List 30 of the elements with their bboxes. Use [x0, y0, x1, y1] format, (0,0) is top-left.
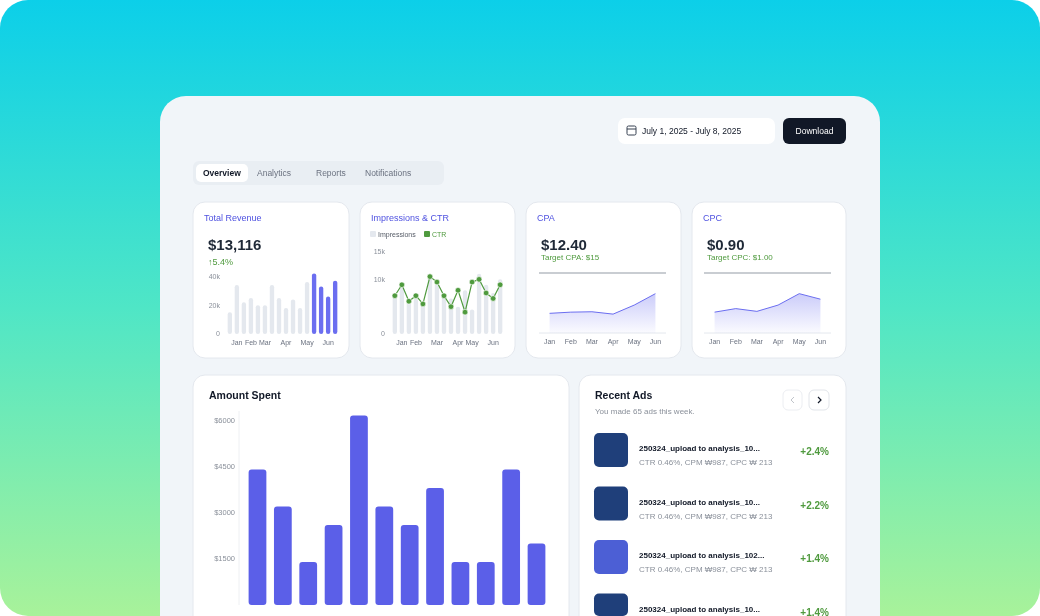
- text: Download: [795, 126, 834, 136]
- text: Reports: [316, 168, 346, 178]
- chart-subtitle: $0.90: [707, 236, 745, 253]
- chart-title: Total Revenue: [204, 213, 262, 223]
- text: Recent Ads: [595, 389, 653, 401]
- chart-title: Amount Spent: [209, 389, 282, 401]
- text: Analytics: [257, 168, 292, 178]
- text: CTR 0.46%, CPM ₩987, CPC ₩ 213: [639, 565, 773, 574]
- text: Target CPA: $15: [541, 253, 600, 262]
- text: +1.4%: [800, 606, 830, 616]
- text: 250324_upload to analysis_10...: [639, 444, 760, 453]
- text: +2.2%: [800, 499, 830, 511]
- text: ↑5.4%: [208, 257, 234, 267]
- text: Overview: [203, 168, 242, 178]
- chart-title: Impressions & CTR: [371, 213, 450, 223]
- text: July 1, 2025 - July 8, 2025: [642, 126, 742, 136]
- text: CTR 0.46%, CPM ₩987, CPC ₩ 213: [639, 511, 773, 521]
- chart-subtitle: $13,116: [208, 236, 262, 253]
- chart-title: CPA: [537, 213, 555, 223]
- text: Target CPC: $1.00: [707, 253, 774, 262]
- text: +2.4%: [800, 446, 830, 457]
- chart-title: CPC: [703, 213, 723, 223]
- text: 250324_upload to analysis_102...: [639, 551, 765, 560]
- text: CTR 0.46%, CPM ₩987, CPC ₩ 213: [639, 458, 773, 467]
- text: You made 65 ads this week.: [595, 407, 695, 416]
- text: +1.4%: [800, 553, 830, 564]
- chart-subtitle: $12.40: [541, 236, 587, 253]
- text: Notifications: [365, 168, 412, 178]
- text: 250324_upload to analysis_10...: [639, 604, 760, 614]
- text: 250324_upload to analysis_10...: [639, 497, 760, 507]
